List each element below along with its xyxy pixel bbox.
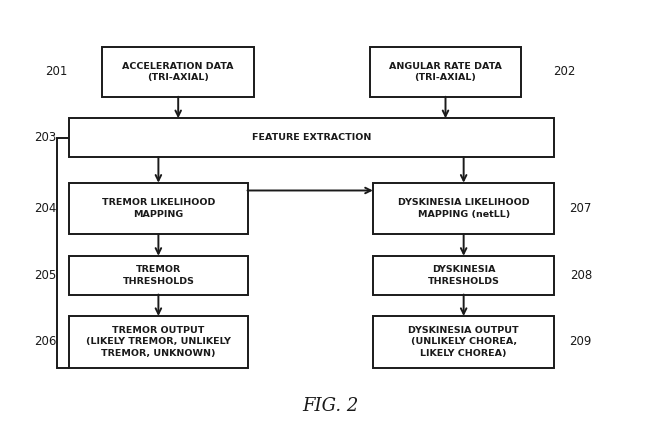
FancyBboxPatch shape xyxy=(373,256,554,295)
Text: ACCELERATION DATA
(TRI-AXIAL): ACCELERATION DATA (TRI-AXIAL) xyxy=(123,61,234,83)
FancyBboxPatch shape xyxy=(69,118,554,157)
Text: 204: 204 xyxy=(34,202,56,215)
Text: 203: 203 xyxy=(34,131,56,144)
FancyBboxPatch shape xyxy=(370,47,521,97)
Text: 207: 207 xyxy=(570,202,592,215)
Text: DYSKINESIA
THRESHOLDS: DYSKINESIA THRESHOLDS xyxy=(428,265,500,286)
FancyBboxPatch shape xyxy=(69,316,248,368)
Text: TREMOR LIKELIHOOD
MAPPING: TREMOR LIKELIHOOD MAPPING xyxy=(102,198,215,219)
Text: 201: 201 xyxy=(45,65,67,78)
Text: 205: 205 xyxy=(34,269,56,282)
Text: 202: 202 xyxy=(553,65,576,78)
Text: FEATURE EXTRACTION: FEATURE EXTRACTION xyxy=(252,133,372,142)
Text: DYSKINESIA OUTPUT
(UNLIKELY CHOREA,
LIKELY CHOREA): DYSKINESIA OUTPUT (UNLIKELY CHOREA, LIKE… xyxy=(409,326,519,358)
Text: 209: 209 xyxy=(570,335,592,348)
Text: 208: 208 xyxy=(570,269,592,282)
FancyBboxPatch shape xyxy=(102,47,254,97)
FancyBboxPatch shape xyxy=(373,183,554,234)
Text: TREMOR OUTPUT
(LIKELY TREMOR, UNLIKELY
TREMOR, UNKNOWN): TREMOR OUTPUT (LIKELY TREMOR, UNLIKELY T… xyxy=(86,326,231,358)
FancyBboxPatch shape xyxy=(373,316,554,368)
Text: DYSKINESIA LIKELIHOOD
MAPPING (netLL): DYSKINESIA LIKELIHOOD MAPPING (netLL) xyxy=(398,198,529,219)
FancyBboxPatch shape xyxy=(69,183,248,234)
Text: 206: 206 xyxy=(34,335,56,348)
FancyBboxPatch shape xyxy=(69,256,248,295)
Text: TREMOR
THRESHOLDS: TREMOR THRESHOLDS xyxy=(123,265,194,286)
Text: FIG. 2: FIG. 2 xyxy=(302,397,358,415)
Text: ANGULAR RATE DATA
(TRI-AXIAL): ANGULAR RATE DATA (TRI-AXIAL) xyxy=(389,61,502,83)
